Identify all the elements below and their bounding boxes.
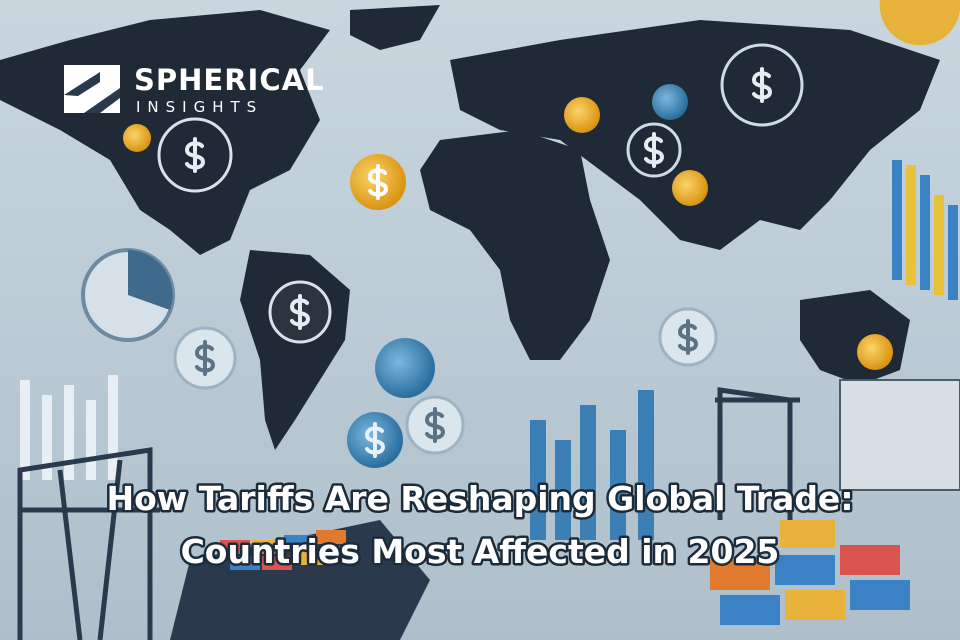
title-line: Countries Most Affected in 2025 [181,532,780,571]
logo-name: SPHERICAL [134,63,325,97]
logo-icon [64,65,120,113]
logo-tagline: INSIGHTS [136,98,263,116]
decor-bars [20,0,960,540]
title-line: How Tariffs Are Reshaping Global Trade: [106,479,853,518]
port [17,379,960,640]
logo: SPHERICAL INSIGHTS [64,63,325,116]
coins [81,43,893,468]
